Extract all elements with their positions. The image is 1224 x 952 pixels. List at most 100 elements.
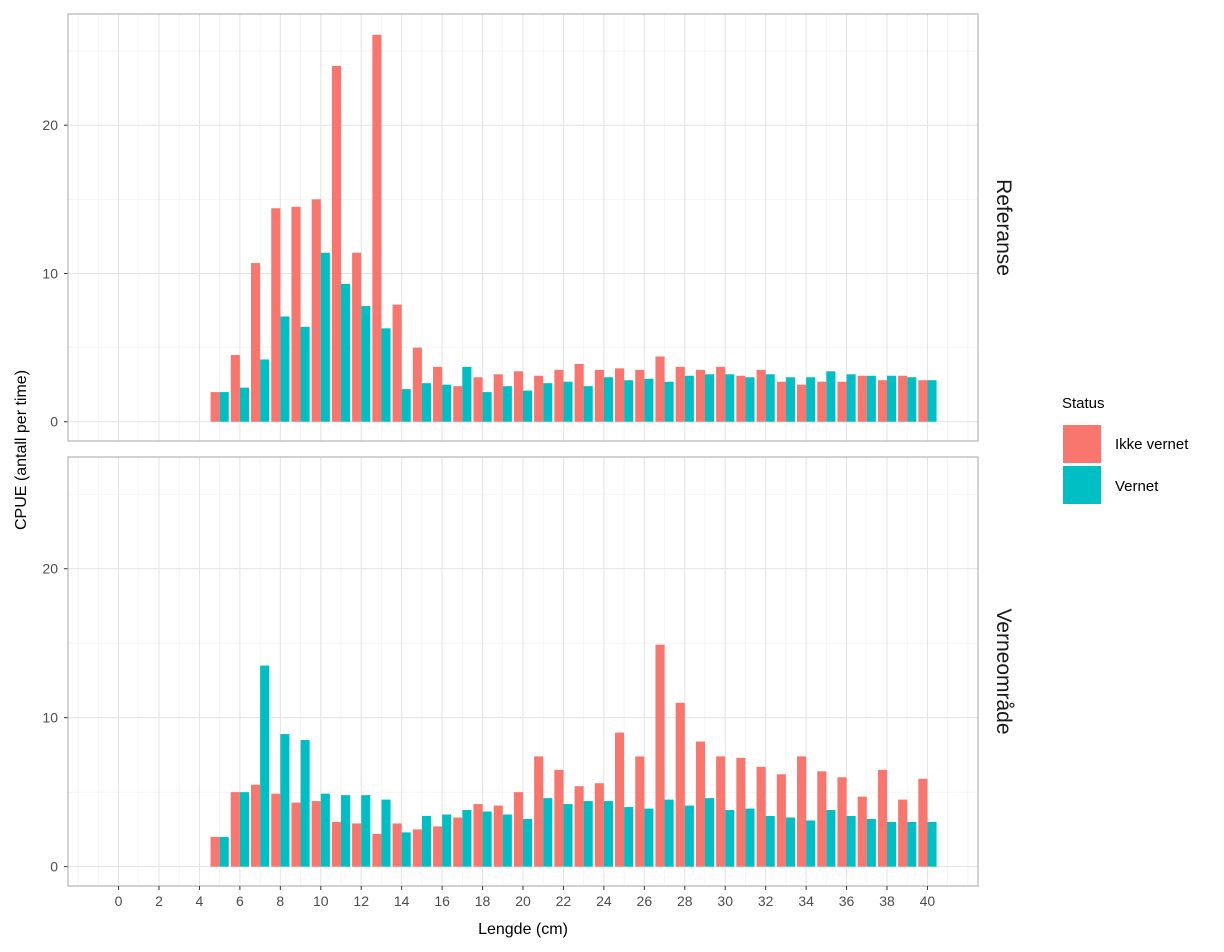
bar-vernet [381, 328, 391, 422]
bar-ikke-vernet [493, 805, 503, 867]
bar-ikke-vernet [311, 199, 321, 422]
bar-vernet [806, 820, 816, 867]
y-axis-title: CPUE (antall per time) [13, 370, 30, 530]
bar-vernet [745, 808, 755, 867]
panel-1: 0 10 20 Referanse [42, 13, 1015, 442]
legend: Status Ikke vernet Vernet [1062, 395, 1189, 504]
bar-ikke-vernet [453, 817, 463, 867]
bar-vernet [846, 374, 856, 422]
y-tick-label: 10 [42, 265, 58, 281]
bar-ikke-vernet [210, 836, 220, 867]
bar-ikke-vernet [230, 792, 240, 867]
legend-label-ikke-vernet: Ikke vernet [1115, 436, 1189, 453]
bar-vernet [341, 795, 351, 867]
y-tick-label: 10 [42, 710, 58, 726]
bar-ikke-vernet [230, 355, 240, 422]
bar-ikke-vernet [513, 371, 523, 422]
x-axis: 0 2 4 6 8 10 12 14 16 18 20 22 24 26 28 30 32 34 36 38 40 [115, 886, 935, 909]
panel-2: 0 10 20 Verneområde [42, 456, 1015, 887]
bar-vernet [482, 811, 492, 867]
bar-ikke-vernet [756, 369, 766, 422]
bar-ikke-vernet [817, 381, 827, 422]
bar-ikke-vernet [433, 826, 443, 867]
bar-ikke-vernet [716, 756, 726, 867]
bar-vernet [603, 377, 613, 422]
bar-ikke-vernet [695, 741, 705, 867]
bar-vernet [745, 377, 755, 422]
bar-ikke-vernet [635, 756, 645, 867]
bar-ikke-vernet [574, 786, 584, 867]
x-tick-label: 28 [677, 893, 693, 909]
bar-vernet [502, 386, 512, 422]
bar-vernet [260, 359, 270, 422]
y-tick-label: 0 [50, 859, 58, 875]
x-tick-label: 12 [353, 893, 369, 909]
bar-vernet [300, 326, 310, 422]
legend-key-vernet [1063, 466, 1101, 504]
x-tick-label: 24 [596, 893, 612, 909]
bar-vernet [725, 374, 735, 422]
bar-vernet [927, 821, 937, 867]
bar-vernet [866, 818, 876, 867]
bar-vernet [300, 740, 310, 867]
bar-vernet [401, 832, 411, 867]
x-tick-label: 20 [515, 893, 531, 909]
bar-ikke-vernet [776, 774, 786, 867]
legend-key-ikke-vernet [1063, 425, 1101, 463]
bar-vernet [664, 381, 674, 422]
bar-vernet [260, 665, 270, 867]
x-tick-label: 18 [475, 893, 491, 909]
bar-vernet [603, 801, 613, 867]
x-tick-label: 10 [313, 893, 329, 909]
x-tick-label: 38 [879, 893, 895, 909]
bar-ikke-vernet [655, 644, 665, 867]
bar-vernet [866, 375, 876, 422]
bar-vernet [523, 390, 533, 422]
bar-ikke-vernet [554, 769, 564, 867]
bar-vernet [462, 366, 472, 422]
bar-ikke-vernet [776, 381, 786, 422]
bar-vernet [826, 371, 836, 422]
x-axis-title: Lengde (cm) [478, 921, 568, 938]
bar-ikke-vernet [797, 756, 807, 867]
y-tick-label: 20 [42, 561, 58, 577]
bar-ikke-vernet [331, 821, 341, 867]
bar-ikke-vernet [817, 771, 827, 867]
bar-ikke-vernet [837, 381, 847, 422]
bar-vernet [907, 377, 917, 422]
bar-vernet [887, 821, 897, 867]
panel-border [67, 13, 979, 442]
bar-ikke-vernet [756, 766, 766, 867]
bar-ikke-vernet [331, 65, 341, 422]
bar-vernet [806, 377, 816, 422]
bar-vernet [644, 378, 654, 422]
bar-vernet [684, 805, 694, 867]
bar-vernet [644, 808, 654, 867]
bar-vernet [705, 798, 715, 867]
bar-vernet [927, 380, 937, 422]
x-tick-label: 30 [717, 893, 733, 909]
bar-vernet [583, 801, 593, 867]
bar-vernet [826, 810, 836, 867]
bar-vernet [664, 799, 674, 867]
bar-vernet [219, 392, 229, 422]
bar-ikke-vernet [898, 799, 908, 867]
bar-ikke-vernet [513, 792, 523, 867]
bar-vernet [401, 389, 411, 422]
bar-vernet [280, 316, 290, 422]
bar-ikke-vernet [473, 377, 483, 422]
bar-vernet [543, 383, 553, 422]
bar-vernet [785, 817, 795, 867]
bar-ikke-vernet [615, 732, 625, 867]
bar-ikke-vernet [271, 793, 281, 867]
bar-ikke-vernet [695, 369, 705, 422]
bar-vernet [725, 810, 735, 867]
bar-ikke-vernet [251, 784, 261, 867]
bar-ikke-vernet [392, 823, 402, 867]
bar-vernet [705, 374, 715, 422]
bar-ikke-vernet [736, 757, 746, 867]
bar-vernet [583, 386, 593, 422]
bar-vernet [239, 387, 249, 422]
bar-vernet [442, 384, 452, 422]
